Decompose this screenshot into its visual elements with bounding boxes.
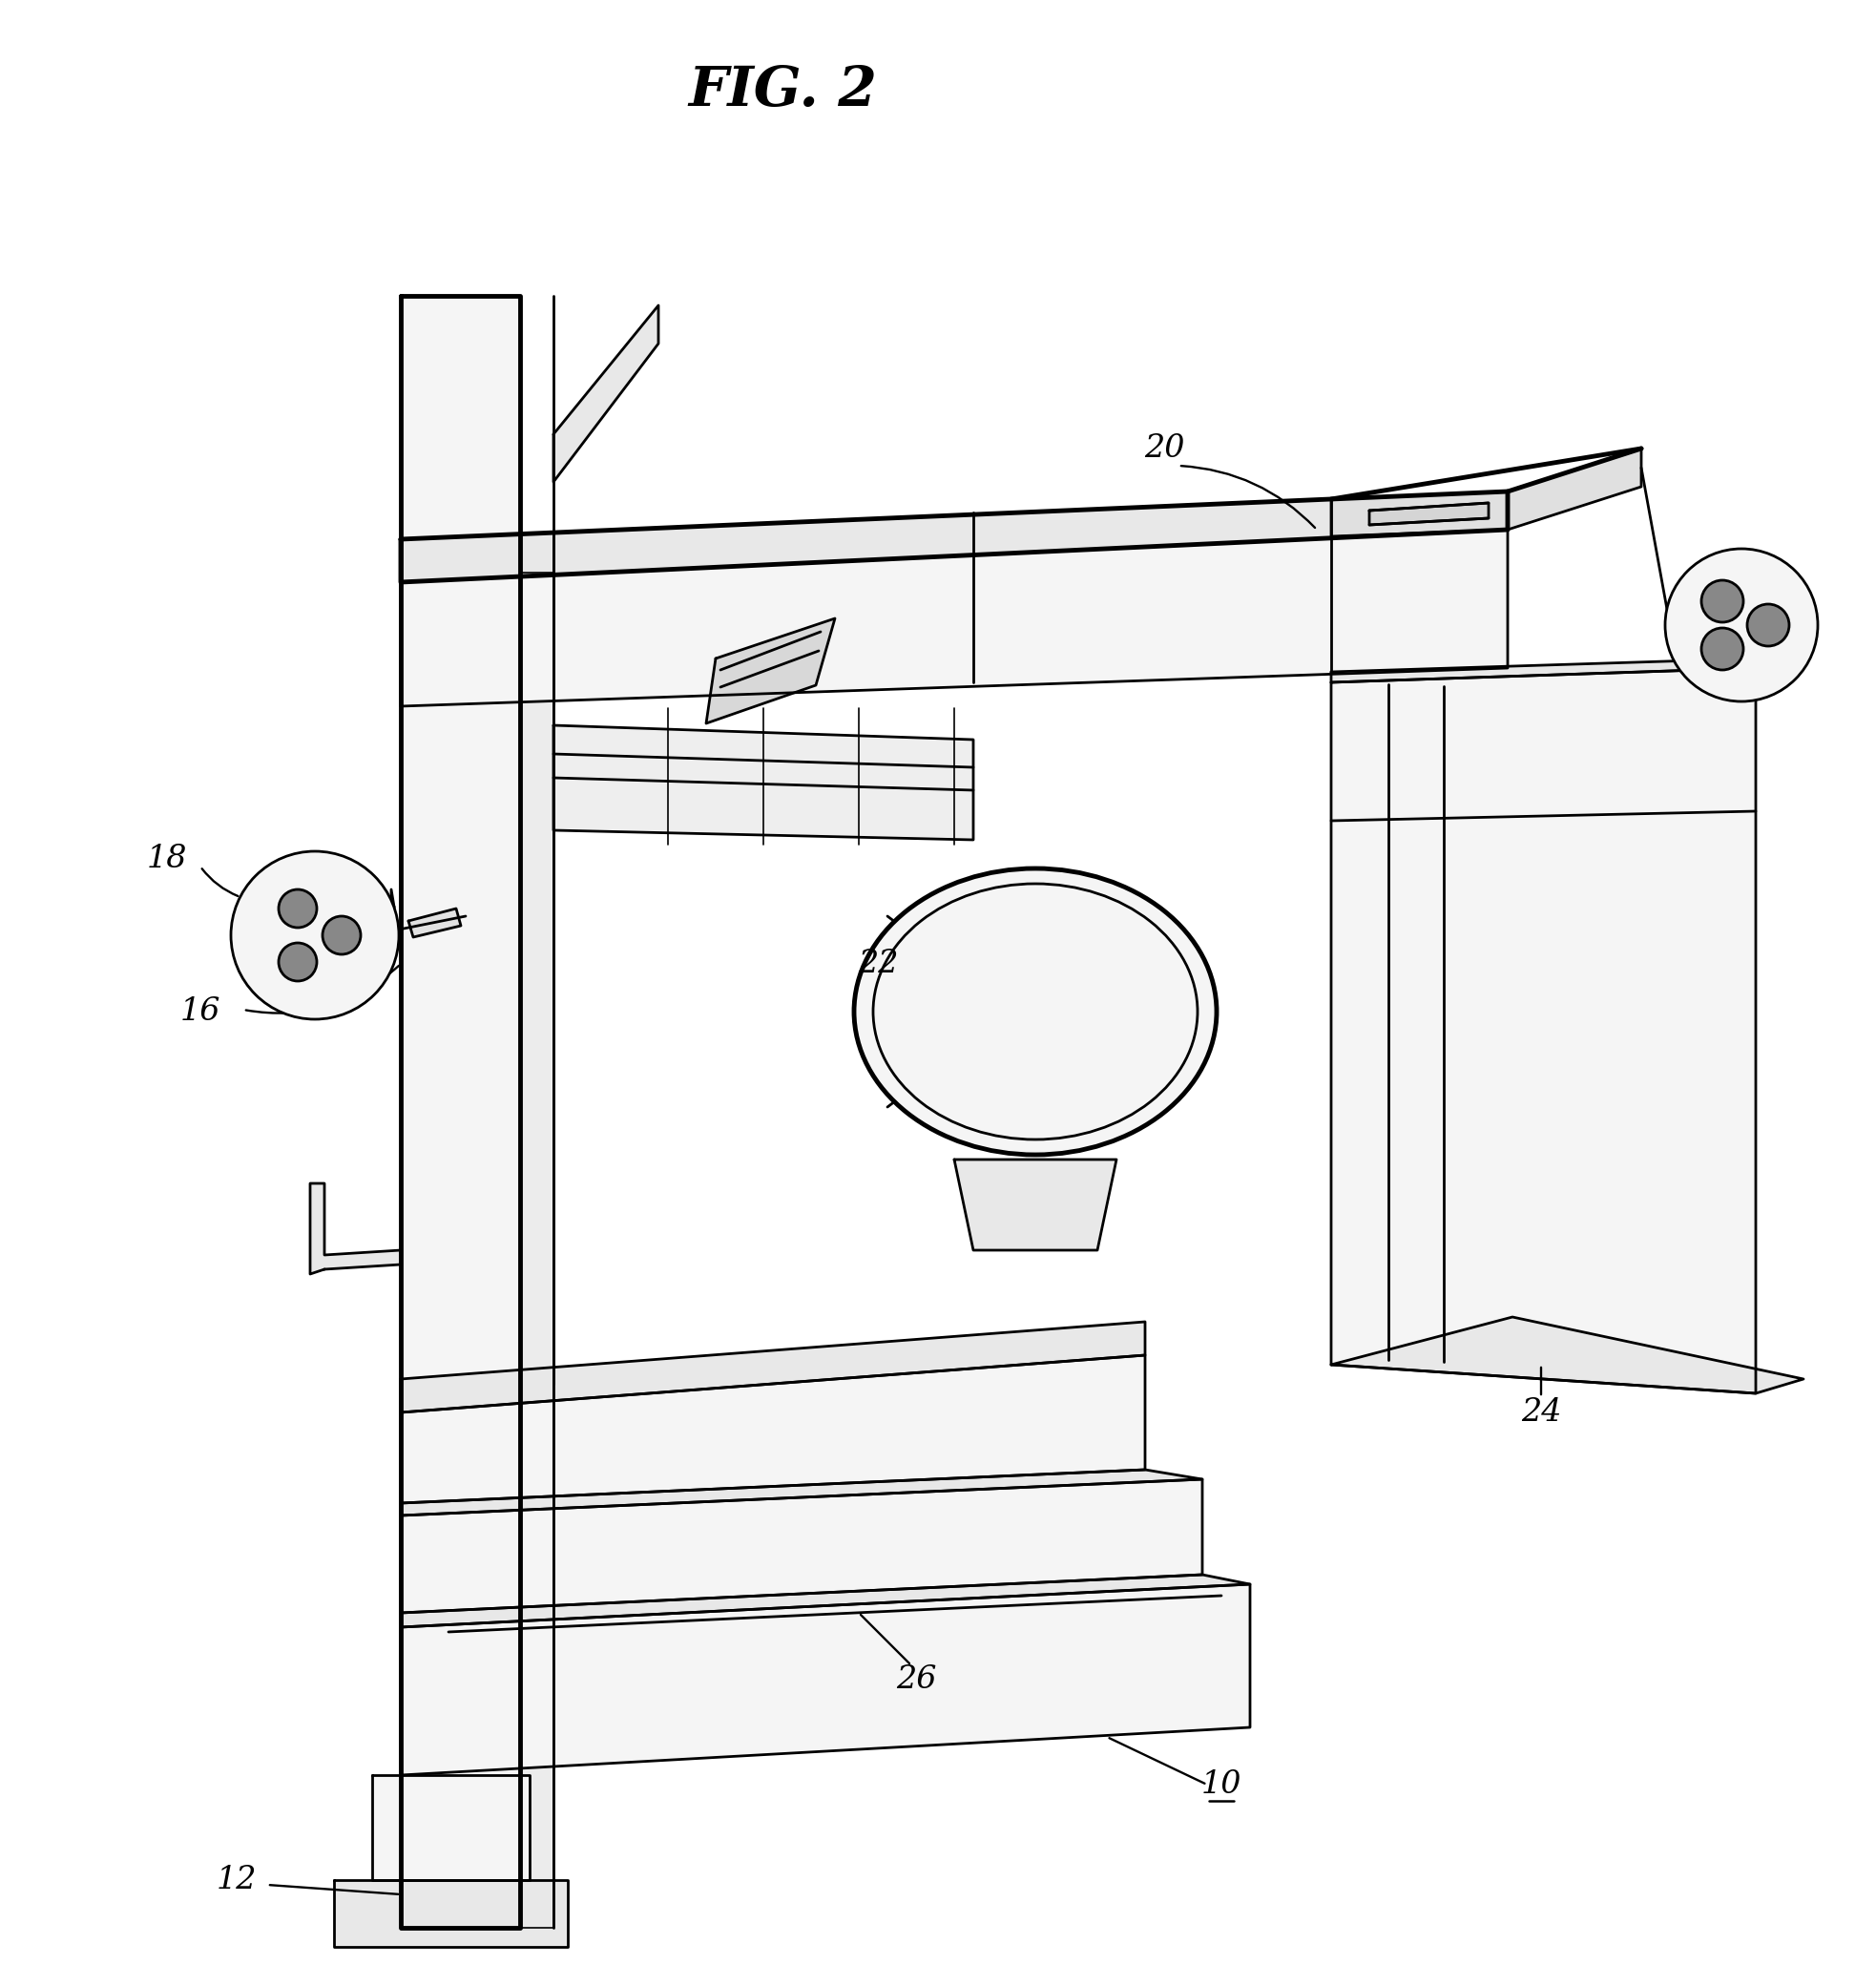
Polygon shape [401, 297, 520, 1928]
Polygon shape [409, 908, 461, 937]
Polygon shape [1332, 448, 1642, 536]
Circle shape [280, 890, 317, 927]
Circle shape [323, 916, 360, 955]
Polygon shape [334, 1881, 568, 1947]
Polygon shape [310, 1183, 401, 1273]
Circle shape [1747, 603, 1790, 646]
Text: 10: 10 [1201, 1769, 1242, 1800]
Polygon shape [955, 1159, 1116, 1250]
Text: 18: 18 [146, 843, 188, 874]
Circle shape [1702, 580, 1743, 623]
Text: 24: 24 [1521, 1397, 1561, 1429]
Text: 12: 12 [216, 1865, 257, 1896]
Polygon shape [1332, 658, 1756, 682]
Circle shape [1666, 548, 1818, 702]
Polygon shape [371, 1774, 529, 1881]
Polygon shape [401, 1480, 1203, 1613]
Text: 16: 16 [180, 996, 221, 1028]
Text: FIG. 2: FIG. 2 [688, 63, 876, 118]
Text: 26: 26 [895, 1664, 936, 1696]
Ellipse shape [854, 869, 1218, 1155]
Polygon shape [401, 491, 1508, 582]
Polygon shape [401, 1470, 1203, 1515]
Polygon shape [520, 572, 553, 1928]
Polygon shape [705, 619, 835, 723]
Circle shape [280, 943, 317, 981]
Polygon shape [401, 1356, 1144, 1503]
Polygon shape [401, 1584, 1249, 1774]
Text: 22: 22 [857, 949, 899, 979]
Polygon shape [401, 531, 1508, 705]
Circle shape [231, 851, 400, 1020]
Text: 20: 20 [1144, 432, 1184, 464]
Polygon shape [392, 890, 394, 963]
Polygon shape [1369, 503, 1488, 525]
Polygon shape [401, 1574, 1249, 1627]
Polygon shape [401, 1322, 1144, 1413]
Polygon shape [553, 725, 974, 839]
Polygon shape [553, 305, 658, 481]
Polygon shape [1332, 668, 1756, 1393]
Circle shape [1702, 629, 1743, 670]
Polygon shape [1332, 1317, 1803, 1393]
